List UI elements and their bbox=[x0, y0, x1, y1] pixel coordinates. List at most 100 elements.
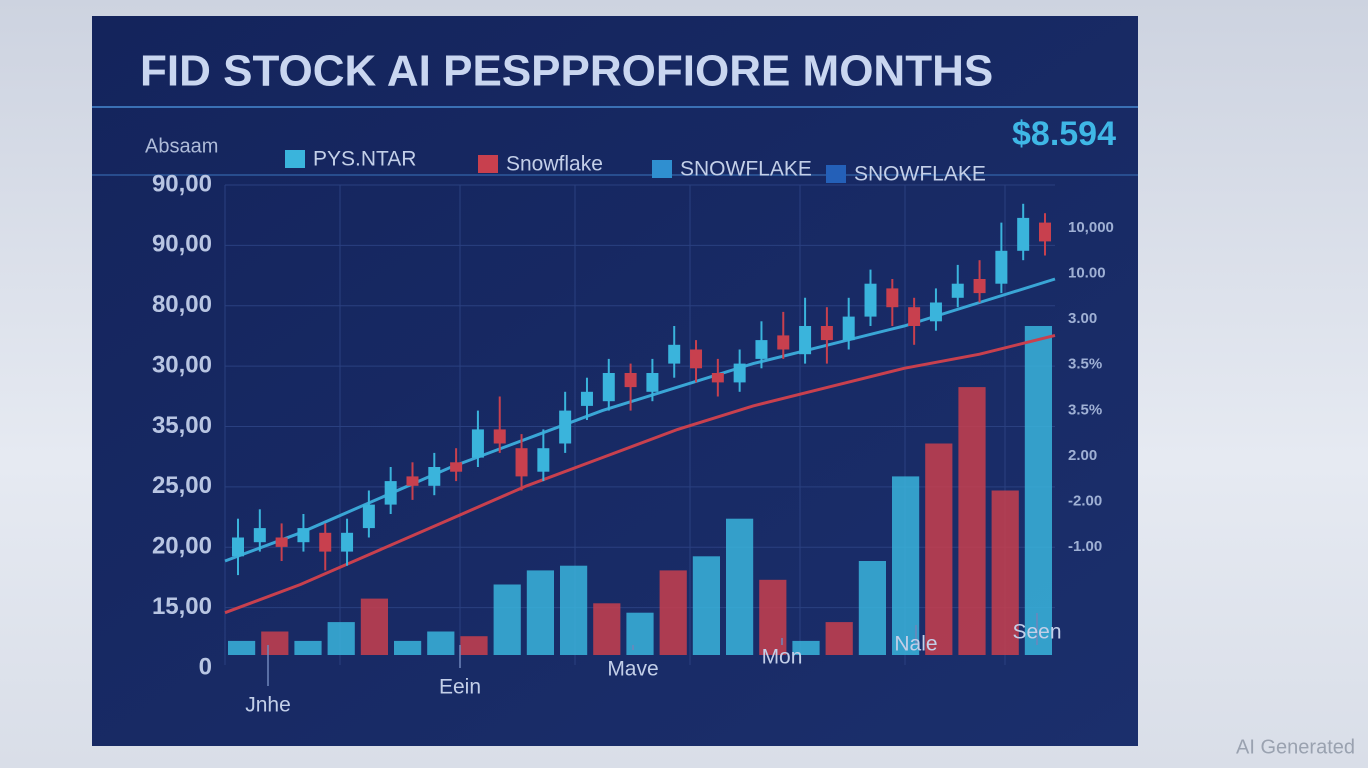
candle-body bbox=[384, 481, 397, 505]
volume-bar bbox=[991, 490, 1019, 655]
candle-body bbox=[450, 462, 463, 472]
volume-bar bbox=[726, 518, 754, 655]
volume-bar bbox=[394, 640, 422, 655]
candle-body bbox=[1017, 217, 1030, 251]
y-label: 15,00 bbox=[152, 593, 212, 620]
volume-bar bbox=[526, 570, 554, 655]
candle-body bbox=[799, 326, 812, 355]
candle-body bbox=[253, 528, 266, 543]
candle-body bbox=[537, 448, 550, 472]
candle-body bbox=[886, 288, 899, 308]
volume-bar bbox=[858, 561, 886, 655]
legend-label: SNOWFLAKE bbox=[854, 163, 986, 186]
volume-bar bbox=[892, 476, 920, 655]
volume-bar bbox=[427, 631, 455, 655]
candle-body bbox=[842, 316, 855, 341]
volume-bar bbox=[327, 622, 355, 655]
y-label: 80,00 bbox=[152, 291, 212, 318]
axis-caption: Absaam bbox=[145, 135, 218, 157]
candle-body bbox=[777, 335, 790, 350]
y2-label: 10,000 bbox=[1068, 219, 1114, 236]
volume-bar bbox=[626, 612, 654, 655]
y2-label: 10.00 bbox=[1068, 265, 1106, 282]
candle-body bbox=[755, 340, 768, 359]
y2-label: -1.00 bbox=[1068, 538, 1102, 555]
candle-body bbox=[624, 373, 637, 388]
y-label: 35,00 bbox=[152, 412, 212, 439]
candle-body bbox=[406, 476, 419, 486]
volume-bar bbox=[659, 570, 687, 655]
candle-body bbox=[297, 528, 310, 543]
legend-label: Snowflake bbox=[506, 153, 603, 176]
legend-swatch bbox=[652, 160, 672, 178]
candle-body bbox=[580, 391, 593, 406]
volume-bar bbox=[261, 631, 289, 655]
candle-body bbox=[929, 302, 942, 322]
candle-body bbox=[733, 363, 746, 383]
volume-bar bbox=[560, 565, 588, 655]
y-label: 30,00 bbox=[152, 351, 212, 378]
volume-bar bbox=[228, 640, 256, 655]
y2-label: 3.5% bbox=[1068, 401, 1102, 418]
candle-body bbox=[646, 373, 659, 392]
x-label: Mave bbox=[607, 658, 658, 681]
candle-body bbox=[471, 429, 484, 458]
volume-bar bbox=[958, 387, 986, 655]
candle-body bbox=[559, 410, 572, 444]
y2-label: 3.00 bbox=[1068, 310, 1097, 327]
candle-body bbox=[668, 344, 681, 364]
legend-swatch bbox=[826, 165, 846, 183]
moving-average-line bbox=[224, 333, 1056, 615]
y2-label: 2.00 bbox=[1068, 447, 1097, 464]
y-label: 25,00 bbox=[152, 472, 212, 499]
candle-body bbox=[275, 537, 288, 547]
candle-body bbox=[711, 373, 724, 383]
volume-bar bbox=[593, 603, 621, 655]
candle-body bbox=[362, 504, 375, 529]
candle-body bbox=[690, 349, 703, 369]
x-label: Seen bbox=[1012, 621, 1061, 644]
y-label: 0 bbox=[199, 653, 212, 680]
candle-body bbox=[515, 448, 528, 477]
candle-body bbox=[864, 283, 877, 317]
volume-bar bbox=[493, 584, 521, 655]
candle-body bbox=[951, 283, 964, 298]
candle-body bbox=[341, 532, 354, 552]
x-label: Mon bbox=[762, 646, 803, 669]
candle-body bbox=[319, 532, 332, 552]
y-label: 90,00 bbox=[152, 231, 212, 258]
volume-bar bbox=[460, 636, 488, 655]
candle-body bbox=[820, 326, 833, 341]
chart-title: FID STOCK AI PESPPROFIORE MONTHS bbox=[140, 47, 993, 96]
y2-label: -2.00 bbox=[1068, 492, 1102, 509]
x-label: Eein bbox=[439, 676, 481, 699]
candle-body bbox=[1039, 222, 1051, 242]
candle-body bbox=[602, 373, 615, 402]
volume-bar bbox=[360, 598, 388, 655]
legend-swatch bbox=[478, 155, 498, 173]
x-label: Nale bbox=[894, 633, 937, 656]
volume-bar bbox=[692, 556, 720, 655]
legend-label: PYS.NTAR bbox=[313, 148, 416, 171]
y2-label: 3.5% bbox=[1068, 356, 1102, 373]
headline-value: $8.594 bbox=[1012, 115, 1116, 153]
y-label: 90,00 bbox=[152, 170, 212, 197]
x-label: Jnhe bbox=[245, 694, 291, 717]
volume-bar bbox=[925, 443, 953, 655]
candle-body bbox=[908, 307, 921, 326]
candle-body bbox=[428, 467, 441, 486]
watermark: AI Generated bbox=[1236, 736, 1355, 758]
legend-swatch bbox=[285, 150, 305, 168]
volume-bar bbox=[825, 622, 853, 655]
candle-body bbox=[995, 250, 1008, 284]
y-label: 20,00 bbox=[152, 533, 212, 560]
candle-body bbox=[493, 429, 506, 444]
volume-bar bbox=[1024, 326, 1052, 655]
legend-label: SNOWFLAKE bbox=[680, 158, 812, 181]
volume-bar bbox=[792, 640, 820, 655]
candle-body bbox=[232, 537, 244, 557]
volume-bar bbox=[294, 640, 322, 655]
candle-body bbox=[973, 279, 986, 294]
